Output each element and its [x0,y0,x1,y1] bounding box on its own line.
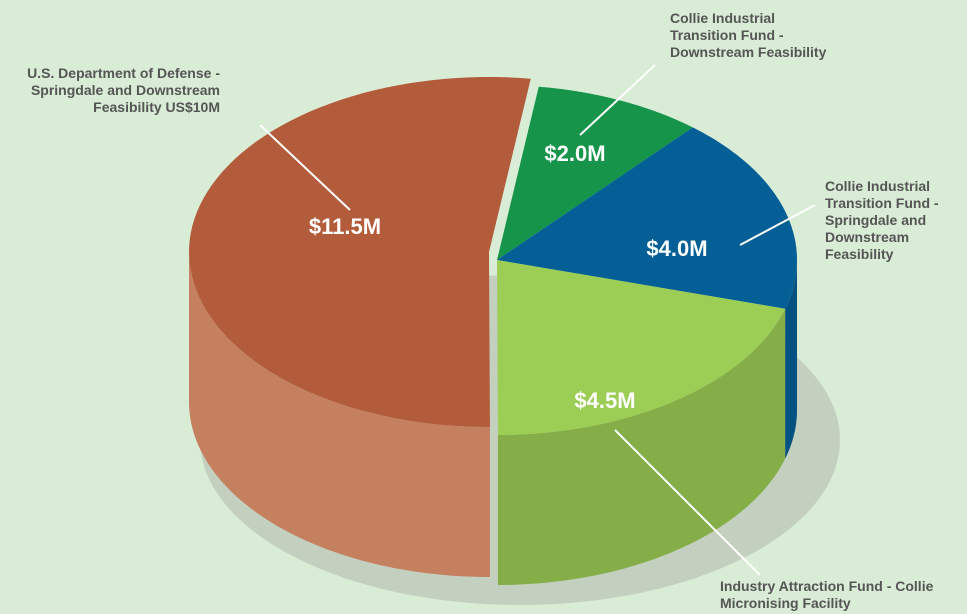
slice [189,77,531,427]
slice-side [497,308,786,585]
value-label: $4.0M [646,236,707,261]
leader-line [579,64,656,136]
value-label: $2.0M [544,141,605,166]
value-label: $11.5M [309,214,381,239]
slice [497,127,797,309]
slice-side [785,260,797,459]
slice [497,86,693,260]
slice-side [189,252,490,577]
value-label: $4.5M [574,388,635,413]
leader-line [614,429,761,576]
category-label: Collie Industrial Transition Fund - Down… [670,10,827,60]
category-label: Collie Industrial Transition Fund - Spri… [825,178,939,262]
category-label: Industry Attraction Fund - Collie Micron… [720,578,934,611]
leader-line [259,124,351,211]
category-label: U.S. Department of Defense - Springdale … [27,65,220,115]
leader-line [739,204,816,246]
slice [497,260,786,435]
